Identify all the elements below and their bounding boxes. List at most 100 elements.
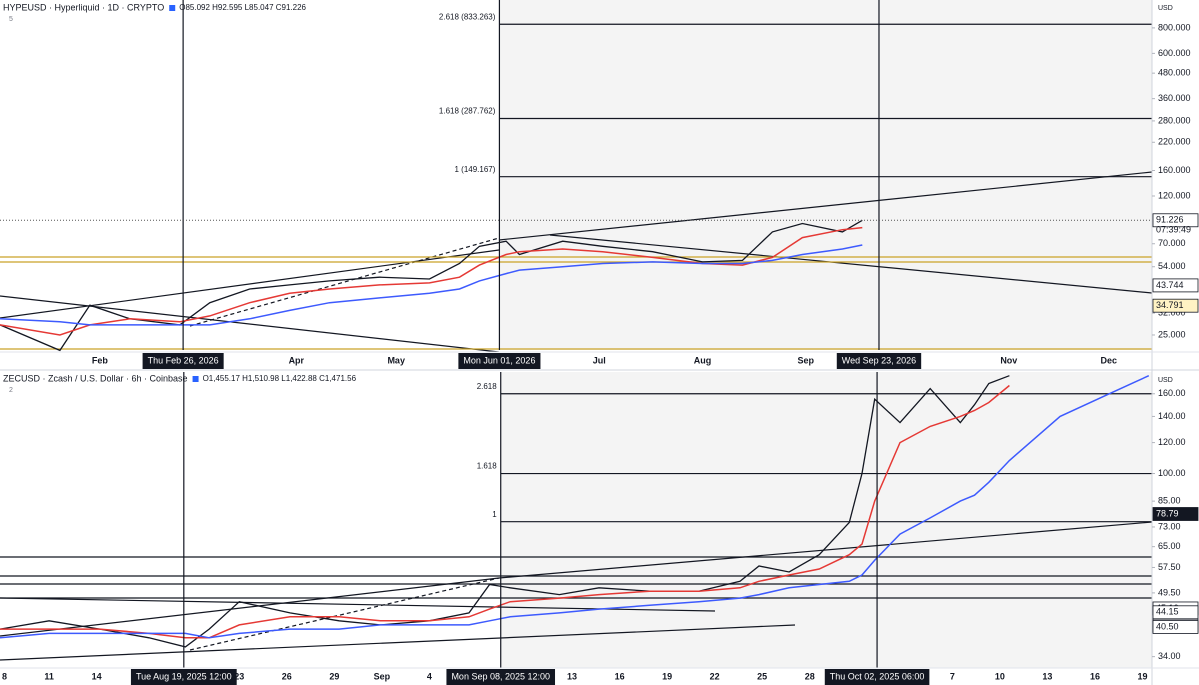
trendline	[498, 171, 1152, 241]
marker-label-box	[446, 669, 556, 685]
fib-label: 1.618	[477, 462, 498, 471]
countdown: 07:39:49	[1156, 225, 1191, 235]
y-tick-label: 54.000	[1158, 261, 1186, 271]
ohlc: O1,455.17 H1,510.98 L1,422.88 C1,471.56	[203, 374, 357, 383]
trendline	[498, 521, 1152, 579]
panel-background	[499, 0, 1152, 350]
overlay: 2.618 (833.263) 1.618 (287.762) 1 (149.167…	[3, 2, 1199, 369]
panel-background	[500, 372, 1152, 668]
marker-label-box	[824, 669, 930, 685]
marker-label-box	[836, 353, 922, 369]
price-tag-label: 78.79	[1156, 508, 1179, 518]
price-tag	[1152, 298, 1199, 313]
marker-label: Thu Oct 02, 2025 06:00	[830, 671, 925, 681]
x-tick-label: 11	[44, 671, 54, 681]
currency-label: USD	[1158, 377, 1173, 384]
plot	[0, 0, 1152, 352]
trendline	[0, 624, 796, 661]
marker-label: Tue Aug 19, 2025 12:00	[136, 671, 232, 681]
x-tick-label: 28	[805, 671, 815, 681]
x-tick-label: 4	[427, 671, 432, 681]
x-tick-label: 13	[567, 671, 577, 681]
y-tick-label: 140.00	[1158, 411, 1186, 421]
x-tick-label: 14	[92, 671, 102, 681]
fib-label: 1.618 (287.762)	[439, 107, 496, 116]
trendlines	[0, 521, 1152, 661]
y-tick-label: 480.000	[1158, 68, 1191, 78]
y-tick-label: 360.000	[1158, 93, 1191, 103]
price-tag-label: 34.791	[1156, 300, 1184, 310]
x-tick-label: 13	[1042, 671, 1052, 681]
overlay: 2.618 1.618 1 160.00 140.00 120.00 100.00 85.00…	[2, 373, 1199, 685]
trendline	[0, 295, 500, 352]
series-line	[0, 219, 863, 352]
x-tick-label: Nov	[1000, 355, 1017, 365]
y-tick-label: 85.00	[1158, 496, 1181, 506]
trendlines	[0, 171, 1152, 352]
y-tick-label: 120.00	[1158, 437, 1186, 447]
trendline	[549, 234, 1152, 294]
fib-label: 1	[492, 510, 497, 519]
x-tick-label: 7	[950, 671, 955, 681]
x-tick-label: Aug	[694, 355, 712, 365]
price-tag	[1152, 213, 1199, 228]
y-tick-label: 100.00	[1158, 468, 1186, 478]
price-tag	[1152, 620, 1199, 634]
price-tag-label: 91.226	[1156, 215, 1184, 225]
indicator-count: 5	[9, 16, 13, 23]
marker-label: Mon Sep 08, 2025 12:00	[451, 671, 550, 681]
x-tick-label: Dec	[1100, 355, 1117, 365]
symbol-title: HYPEUSD · Hyperliquid · 1D · CRYPTO	[3, 2, 164, 12]
x-tick-label: 25	[757, 671, 767, 681]
x-tick-label: Feb	[92, 355, 109, 365]
x-tick-label: 19	[1137, 671, 1147, 681]
series-line	[0, 244, 863, 326]
x-tick-label: May	[387, 355, 405, 365]
y-tick-label: 70.000	[1158, 238, 1186, 248]
x-tick-label: 29	[329, 671, 339, 681]
x-tick-label: 26	[282, 671, 292, 681]
symbol-icon	[192, 376, 199, 382]
fib-label: 2.618 (833.263)	[439, 12, 496, 21]
ohlc: O85.092 H92.595 L85.047 C91.226	[179, 3, 306, 12]
y-tick-label: 25.000	[1158, 329, 1186, 339]
symbol-icon	[169, 5, 176, 11]
series-line	[0, 375, 1150, 639]
fib-zone	[500, 372, 1152, 668]
plot	[0, 372, 1152, 668]
price-tag-label: 44.15	[1156, 607, 1179, 617]
symbol-title: ZECUSD · Zcash / U.S. Dollar · 6h · Coin…	[3, 373, 188, 383]
x-tick-label: 23	[234, 671, 244, 681]
x-tick-label: 19	[662, 671, 672, 681]
price-tag-label: 40.50	[1156, 621, 1179, 631]
x-tick-label: 16	[1090, 671, 1100, 681]
fib-label: 2.618	[477, 382, 498, 391]
trendline	[189, 237, 500, 327]
series-line	[0, 226, 863, 336]
fib-zone	[499, 0, 1152, 350]
series-line	[0, 375, 1010, 648]
y-tick-label: 49.50	[1158, 587, 1181, 597]
currency-label: USD	[1158, 5, 1173, 12]
marker-label-box	[130, 669, 237, 685]
y-tick-label: 280.000	[1158, 115, 1191, 125]
y-tick-label: 65.00	[1158, 541, 1181, 551]
marker-label: Thu Feb 26, 2026	[148, 355, 219, 365]
x-tick-label: Apr	[289, 355, 305, 365]
marker-label-box	[142, 353, 224, 369]
x-tick-label: 8	[2, 671, 7, 681]
x-tick-label: Sep	[374, 671, 391, 681]
fib-label: 1 (149.167)	[455, 165, 496, 174]
price-tag	[1152, 507, 1199, 521]
indicator-count: 2	[9, 387, 13, 394]
y-tick-label: 120.000	[1158, 190, 1191, 200]
y-tick-label: 600.000	[1158, 48, 1191, 58]
y-tick-label: 160.000	[1158, 165, 1191, 175]
x-tick-label: Jul	[593, 355, 606, 365]
y-tick-label: 160.00	[1158, 388, 1186, 398]
x-tick-label: 16	[615, 671, 625, 681]
y-tick-label: 73.00	[1158, 521, 1181, 531]
y-tick-label: 57.50	[1158, 562, 1181, 572]
trendline	[189, 577, 500, 651]
